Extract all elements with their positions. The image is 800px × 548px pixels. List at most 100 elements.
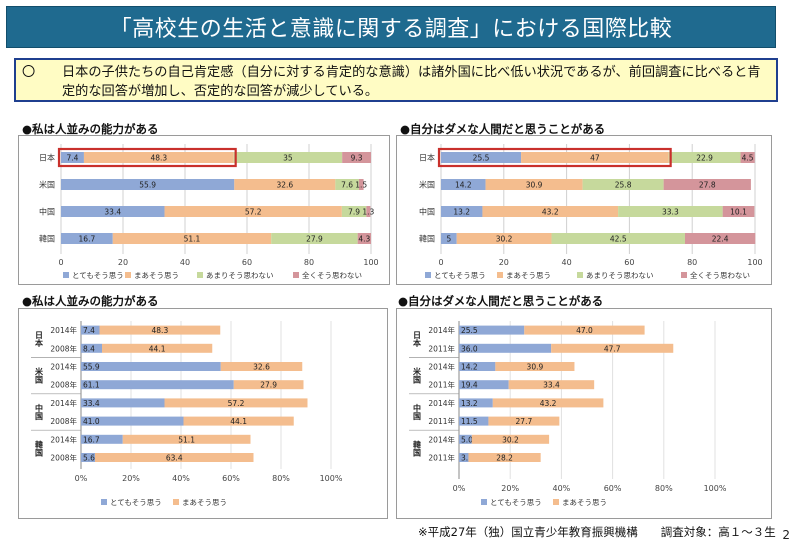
bar-segment <box>459 380 509 390</box>
chart1-panel: 0 20 40 60 80 100 日本 7.4 48.3 35 9.3 米国 55.9 32.6 7.6 1… <box>18 135 390 285</box>
bar-segment <box>456 233 552 244</box>
year-label: 2014年 <box>50 362 77 372</box>
data-label: 9.3 <box>351 154 363 163</box>
data-label: 14.2 <box>461 363 478 372</box>
legend-swatch <box>197 272 203 278</box>
bar-segment <box>357 233 371 244</box>
x-tick-label: 40% <box>172 474 190 483</box>
bar-segment <box>740 152 755 163</box>
x-tick-label: 0 <box>58 258 63 267</box>
data-label: 36.0 <box>461 344 478 353</box>
year-label: 2011年 <box>428 453 455 463</box>
data-label: 25.8 <box>615 181 632 190</box>
data-label: 47.7 <box>604 344 621 353</box>
bar-segment <box>366 206 371 217</box>
bar-segment <box>684 233 756 244</box>
bar-segment <box>508 380 595 390</box>
title-bar: 「高校生の生活と意識に関する調査」における国際比較 <box>6 6 776 48</box>
data-label: 44.1 <box>149 344 166 353</box>
year-label: 2014年 <box>428 325 455 335</box>
year-label: 2011年 <box>428 416 455 426</box>
chart3-svg: 0% 20% 40% 60% 80% 100% 2014年 7.4 48.3 2008年 8.4 44… <box>31 321 343 507</box>
data-label: 10.1 <box>730 208 747 217</box>
bar-segment <box>81 343 102 353</box>
bar-segment <box>81 416 184 426</box>
bar-segment <box>220 362 303 371</box>
data-label: 4.5 <box>742 154 754 163</box>
highlight-box <box>57 147 237 168</box>
bar-segment <box>524 325 645 335</box>
data-label: 19.4 <box>461 381 478 390</box>
legend-swatch <box>293 272 299 278</box>
bar-segment <box>459 362 496 371</box>
group-label: 日本 <box>35 331 44 348</box>
bar-segment <box>492 398 604 408</box>
chart2-svg: 0 20 40 60 80 100 日本 25.5 47 22.9 4.5 米国 14.2 30.9 25.… <box>419 144 763 280</box>
summary-text: 日本の子供たちの自己肯定感（自分に対する肯定的な意識）は諸外国に比べ低い状況であ… <box>62 65 761 99</box>
bar-segment <box>341 206 367 217</box>
bar-segment <box>61 206 165 217</box>
group-label: 韓国 <box>35 439 44 457</box>
data-label: 25.5 <box>473 154 490 163</box>
bar-segment <box>485 179 583 190</box>
chart4-panel: 0% 20% 40% 60% 80% 100% 2014年 25.5 47.0 2011年 36.0… <box>396 308 772 519</box>
data-label: 7.9 <box>348 208 360 217</box>
group-label: 日本 <box>413 331 422 348</box>
highlight-box <box>437 147 672 168</box>
x-tick-label: 20 <box>118 258 128 267</box>
bar-segment <box>441 152 522 163</box>
data-label: 35 <box>283 154 293 163</box>
bar-segment <box>618 206 723 217</box>
x-tick-label: 20% <box>122 474 140 483</box>
data-label: 16.7 <box>83 435 100 444</box>
x-tick-label: 40 <box>180 258 190 267</box>
x-tick-label: 80% <box>272 474 290 483</box>
bar-segment <box>495 362 575 371</box>
legend-swatch <box>63 272 69 278</box>
data-label: 41.0 <box>83 417 100 426</box>
group-label: 米国 <box>34 367 44 385</box>
legend-label: あまりそう思わない <box>586 271 654 280</box>
bar-segment <box>582 179 664 190</box>
chart2-panel: 0 20 40 60 80 100 日本 25.5 47 22.9 4.5 米国 14.2 30.9 25.… <box>396 135 772 285</box>
legend-swatch <box>481 499 487 505</box>
category-label: 日本 <box>39 153 55 163</box>
bar-segment <box>521 152 669 163</box>
category-label: 日本 <box>419 153 435 163</box>
bar-segment <box>441 206 483 217</box>
data-label: 57.2 <box>245 208 262 217</box>
x-tick-label: 60 <box>242 258 252 267</box>
data-label: 32.6 <box>276 181 293 190</box>
data-label: 47 <box>590 154 600 163</box>
bar-segment <box>441 233 457 244</box>
data-label: 43.2 <box>540 399 557 408</box>
data-label: 27.8 <box>699 181 716 190</box>
bar-segment <box>81 434 123 444</box>
data-label: 33.4 <box>543 381 560 390</box>
data-label: 51.1 <box>184 235 201 244</box>
legend-label: まあそう思う <box>182 498 227 507</box>
bar-segment <box>81 398 165 408</box>
x-tick-label: 100% <box>704 484 727 493</box>
bar-segment <box>482 206 619 217</box>
data-label: 13.2 <box>453 208 470 217</box>
bar-segment <box>459 416 489 426</box>
bar-segment <box>81 380 234 390</box>
chart4-svg: 0% 20% 40% 60% 80% 100% 2014年 25.5 47.0 2011年 36.0… <box>409 321 727 507</box>
data-label: 30.9 <box>526 181 543 190</box>
legend-swatch <box>173 499 179 505</box>
x-tick-label: 100 <box>363 258 378 267</box>
bar-segment <box>459 398 493 408</box>
legend-swatch <box>497 272 503 278</box>
year-label: 2014年 <box>50 398 77 408</box>
data-label: 51.1 <box>178 435 195 444</box>
group-label: 中国 <box>35 403 44 421</box>
year-label: 2008年 <box>50 416 77 426</box>
legend-label: まあそう思う <box>562 498 607 507</box>
data-label: 44.1 <box>230 417 247 426</box>
bar-segment <box>81 453 95 462</box>
data-label: 43.2 <box>542 208 559 217</box>
data-label: 30.9 <box>527 363 544 372</box>
year-label: 2008年 <box>50 343 77 353</box>
